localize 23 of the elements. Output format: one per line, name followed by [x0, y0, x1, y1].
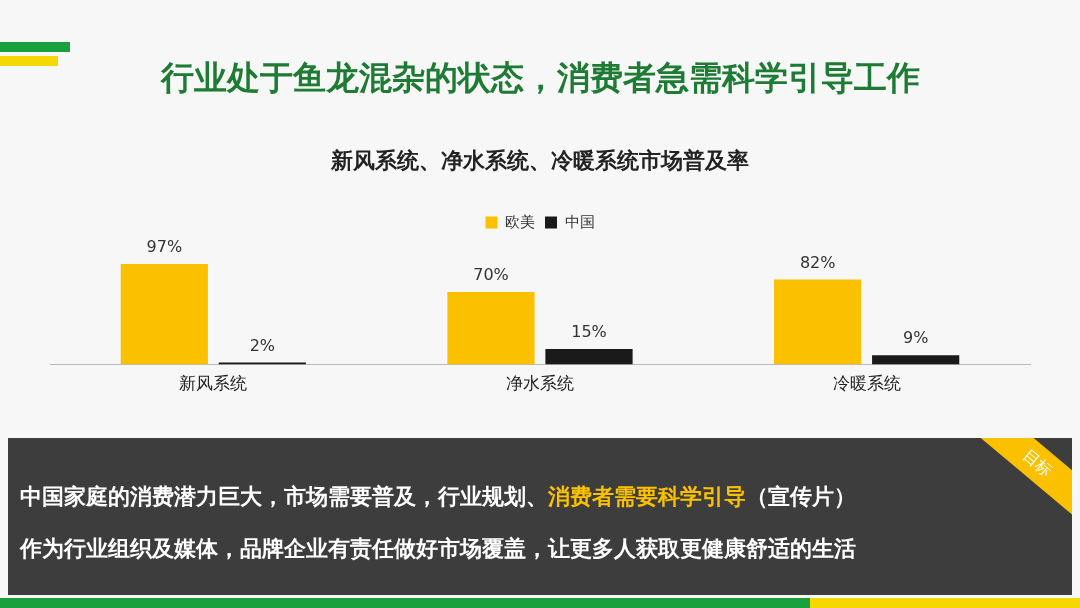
- text: 作为行业组织及媒体，品牌企业有责任做好市场覆盖，让更多人获取更健康舒适的生活: [20, 535, 856, 563]
- chart-subtitle: 新风系统、净水系统、冷暖系统市场普及率: [330, 147, 750, 175]
- chart-title: 行业处于鱼龙混杂的状态，消费者急需科学引导工作: [159, 57, 921, 99]
- data-label: 70%: [473, 265, 509, 285]
- data-label: 97%: [146, 237, 183, 257]
- data-label: 9%: [902, 328, 929, 348]
- bar: [545, 349, 633, 365]
- data-label: 2%: [249, 335, 276, 355]
- bar: [774, 279, 862, 365]
- data-label: 15%: [571, 322, 607, 342]
- x-tick-label: 冷暖系统: [832, 374, 901, 394]
- bar: [447, 291, 535, 365]
- legend-label: 中国: [564, 212, 595, 230]
- x-tick-label: 新风系统: [179, 374, 248, 394]
- text: 消费者需要科学引导: [548, 484, 746, 509]
- data-label: 82%: [799, 252, 836, 272]
- text: 目标: [1017, 444, 1057, 483]
- legend-label: 欧美: [505, 212, 535, 230]
- bar: [872, 355, 960, 365]
- text: （宣传片）: [746, 484, 856, 509]
- text: 中国家庭的消费潜力巨大，市场需要普及，行业规划、: [20, 484, 548, 509]
- bar: [120, 263, 208, 365]
- x-tick-label: 净水系统: [506, 374, 574, 394]
